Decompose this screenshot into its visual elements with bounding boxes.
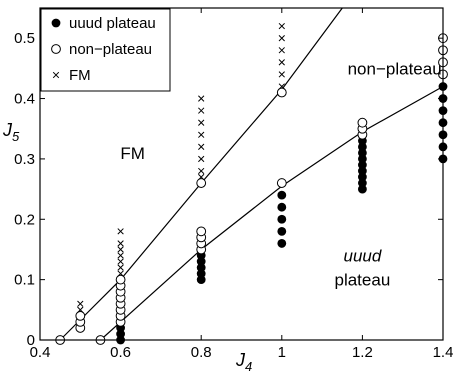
y-tick-label: 0.3 — [14, 151, 35, 168]
legend-marker-open-circle — [51, 44, 61, 54]
y-tick-label: 0.2 — [14, 211, 35, 228]
legend: uuud plateau non−plateau FM — [40, 8, 171, 92]
cross-point — [117, 264, 124, 271]
cross-point — [117, 246, 124, 253]
filled-circle-point — [358, 160, 367, 170]
cross-point — [278, 71, 285, 78]
legend-label: uuud plateau — [69, 15, 156, 32]
filled-circle-point — [116, 329, 125, 339]
x-tick-label: 1.4 — [433, 344, 453, 361]
cross-point — [198, 143, 205, 150]
cross-point — [117, 228, 124, 235]
filled-circle-point — [277, 239, 287, 248]
legend-label: non−plateau — [69, 41, 152, 58]
filled-circle-point — [358, 148, 367, 158]
cross-point — [198, 119, 205, 126]
series-cross — [77, 22, 285, 313]
filled-circle-point — [277, 214, 287, 224]
x-tick-label: 1 — [278, 344, 286, 361]
y-axis-label-main: J — [2, 120, 13, 140]
open-circle-point — [196, 226, 207, 237]
cross-point — [77, 300, 84, 307]
filled-circle-point — [196, 257, 206, 266]
x-tick-label: 1.2 — [352, 344, 373, 361]
cross-point — [198, 95, 205, 102]
y-tick-label: 0.4 — [14, 91, 35, 108]
cross-point — [117, 252, 124, 259]
filled-circle-point — [277, 202, 287, 212]
region-label: plateau — [335, 271, 391, 290]
y-axis-label: J5 — [2, 120, 20, 144]
x-axis-label-subscript: 4 — [245, 359, 252, 374]
y-axis-label-subscript: 5 — [12, 129, 20, 144]
filled-circle-point — [196, 269, 206, 278]
cross-point — [278, 47, 285, 54]
legend-marker-cross — [52, 71, 60, 79]
x-axis-label-main: J — [235, 350, 246, 370]
region-annotations: FM non−plateau uuud plateau — [120, 59, 441, 289]
open-circle-point — [276, 87, 287, 98]
filled-circle-point — [358, 166, 367, 176]
legend-label: FM — [69, 67, 91, 84]
y-tick-label: 0.5 — [14, 30, 35, 47]
cross-point — [198, 173, 205, 181]
x-tick-label: 0.8 — [191, 344, 212, 361]
x-tick-label: 0.4 — [30, 344, 51, 361]
boundary-line-2 — [100, 85, 444, 341]
cross-point — [117, 258, 124, 265]
open-circle-point — [357, 117, 368, 128]
open-circle-point — [75, 310, 86, 321]
cross-point — [198, 107, 205, 114]
filled-circle-point — [277, 226, 287, 236]
y-tick-label: 0.1 — [14, 272, 35, 289]
filled-circle-point — [277, 190, 287, 200]
y-tick-label: 0 — [27, 332, 35, 349]
series-filled-circle — [116, 82, 448, 345]
legend-box — [40, 8, 171, 92]
cross-point — [117, 270, 124, 277]
cross-point — [278, 59, 285, 66]
legend-marker-filled-circle — [51, 18, 61, 28]
cross-point — [198, 155, 205, 163]
cross-point — [198, 131, 205, 138]
x-axis-label: J4 — [235, 350, 252, 374]
cross-point — [77, 306, 84, 313]
filled-circle-point — [196, 275, 206, 285]
cross-point — [117, 240, 124, 247]
open-circle-point — [115, 274, 126, 285]
filled-circle-point — [358, 154, 367, 164]
cross-point — [198, 167, 205, 175]
region-label: non−plateau — [348, 59, 442, 78]
x-tick-label: 0.6 — [110, 344, 131, 361]
filled-circle-point — [358, 178, 367, 188]
axis-ticks: 0.4 0.6 0.8 1 1.2 1.4 0 0.1 0.2 0.3 0.4 0.5 — [14, 8, 453, 361]
filled-circle-point — [358, 184, 367, 194]
cross-point — [278, 22, 285, 30]
plot-frame — [39, 7, 444, 341]
filled-circle-point — [358, 172, 367, 182]
region-label: FM — [120, 144, 145, 163]
filled-circle-point — [196, 263, 206, 272]
cross-point — [278, 83, 285, 90]
open-circle-point — [276, 178, 287, 188]
open-circle-point — [196, 178, 207, 188]
filled-circle-point — [358, 142, 367, 152]
region-label: uuud — [343, 247, 381, 266]
cross-point — [278, 35, 285, 42]
